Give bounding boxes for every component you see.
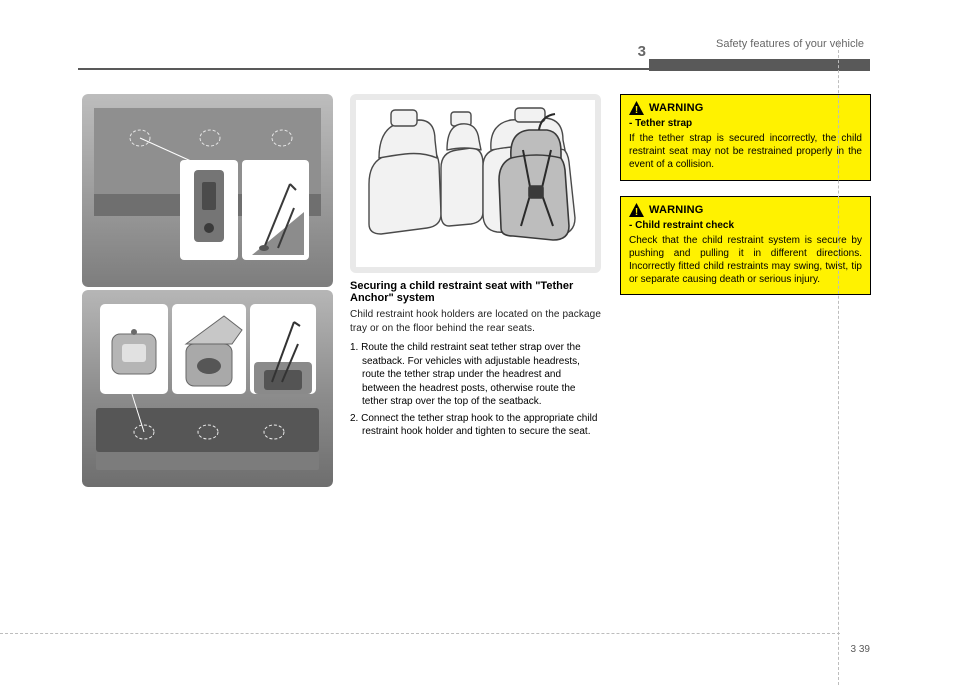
warning-title: WARNING (649, 204, 704, 216)
figure-2 (82, 290, 333, 487)
svg-text:!: ! (635, 105, 638, 115)
instruction-list: 1. Route the child restraint seat tether… (350, 341, 601, 439)
warning-subtitle: - Child restraint check (629, 220, 862, 231)
section-number: 3 (638, 43, 646, 60)
warning-body: Check that the child restraint system is… (629, 234, 862, 287)
warning-box: ! WARNING - Tether strap If the tether s… (620, 94, 871, 181)
instruction-para: Child restraint hook holders are located… (350, 308, 601, 335)
rear-seat-diagram (361, 106, 591, 266)
header-rule (78, 68, 870, 70)
warning-title: WARNING (649, 102, 704, 114)
header-category: Safety features of your vehicle (716, 38, 864, 50)
warning-icon: ! (629, 203, 644, 217)
instruction-text: Securing a child restraint seat with "Te… (350, 280, 601, 439)
svg-text:!: ! (635, 207, 638, 217)
figure-3 (350, 94, 601, 273)
warning-box: ! WARNING - Child restraint check Check … (620, 196, 871, 296)
crop-mark (838, 40, 839, 685)
list-item: 1. Route the child restraint seat tether… (350, 341, 601, 409)
warning-column: ! WARNING - Tether strap If the tether s… (620, 94, 871, 310)
instruction-column: OUN026150 Securing a child restraint sea… (350, 94, 601, 442)
crop-mark (0, 633, 840, 634)
warning-body: If the tether strap is secured incorrect… (629, 132, 862, 172)
figure-1 (82, 94, 333, 287)
subheading: Securing a child restraint seat with "Te… (350, 280, 601, 304)
page: Safety features of your vehicle 3 (0, 0, 954, 685)
cargo-photo-bottom (82, 290, 333, 487)
warning-subtitle: - Tether strap (629, 118, 862, 129)
page-number: 3 39 (851, 644, 870, 655)
figure-column: OSL030031 (82, 94, 333, 486)
list-item: 2. Connect the tether strap hook to the … (350, 412, 601, 439)
cargo-photo-top (82, 94, 333, 287)
warning-icon: ! (629, 101, 644, 115)
